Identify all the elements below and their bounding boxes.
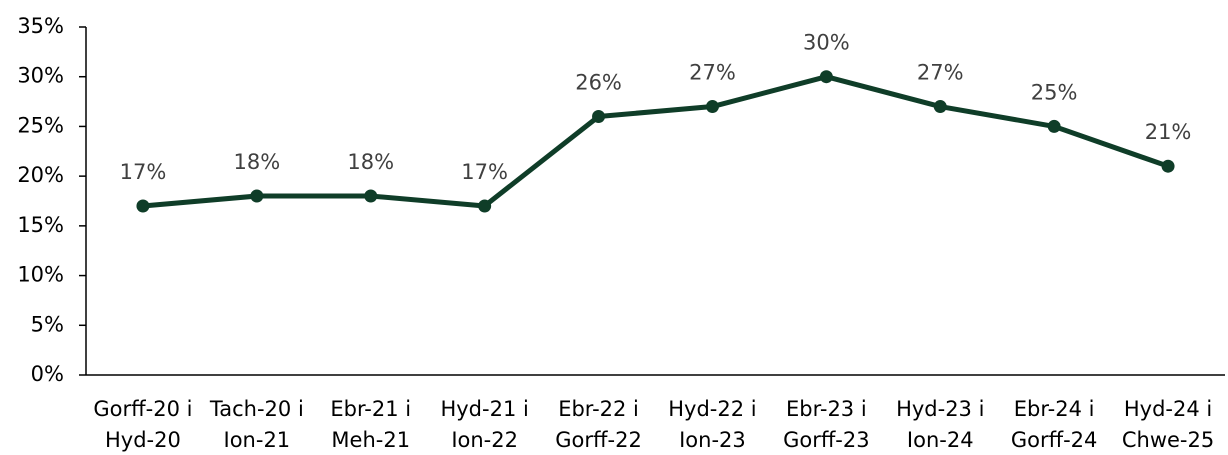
point — [705, 100, 719, 114]
data-label: 27% — [917, 61, 964, 85]
x-tick-label: Tach-20 i Ion-21 — [209, 397, 304, 452]
line — [142, 74, 1169, 209]
data-label: 18% — [347, 150, 394, 174]
data-label: 25% — [1031, 80, 1078, 104]
point — [1047, 119, 1061, 133]
x-tick-label: Ebr-22 i Gorff-22 — [555, 397, 642, 452]
x-tick-label: Gorff-20 i Hyd-20 — [93, 397, 193, 452]
point — [592, 109, 606, 123]
data-label: 26% — [575, 70, 622, 94]
x-tick-label: Hyd-24 i Chwe-25 — [1121, 397, 1215, 452]
y-tick-label: 10% — [17, 263, 64, 287]
x-tick-label: Ebr-23 i Gorff-23 — [783, 397, 870, 452]
data-label: 18% — [234, 150, 281, 174]
y-tick-label: 15% — [17, 213, 64, 237]
x-tick-label: Hyd-22 i Ion-23 — [668, 397, 757, 452]
data-label: 17% — [461, 160, 508, 184]
y-tick-label: 5% — [31, 312, 64, 336]
y-tick-label: 30% — [17, 64, 64, 88]
point — [136, 199, 150, 213]
x-tick-label: Hyd-21 i Ion-22 — [440, 397, 529, 452]
point — [1161, 159, 1175, 173]
data-label: 27% — [689, 61, 736, 85]
x-tick-label: Ebr-24 i Gorff-24 — [1010, 397, 1098, 452]
point — [933, 100, 947, 114]
y-tick-label: 25% — [17, 113, 64, 137]
data-label: 30% — [803, 31, 850, 55]
point — [819, 70, 833, 84]
y-tick-label: 20% — [17, 163, 64, 187]
y-tick-label: 0% — [31, 362, 64, 386]
y-tick-label: 35% — [17, 14, 64, 38]
data-label: 17% — [120, 160, 167, 184]
data-label: 21% — [1145, 120, 1192, 144]
x-tick-label: Ebr-21 i Meh-21 — [330, 397, 412, 452]
point — [478, 199, 492, 213]
point — [250, 189, 264, 203]
point — [364, 189, 378, 203]
x-tick-label: Hyd-23 i Ion-24 — [896, 397, 985, 452]
